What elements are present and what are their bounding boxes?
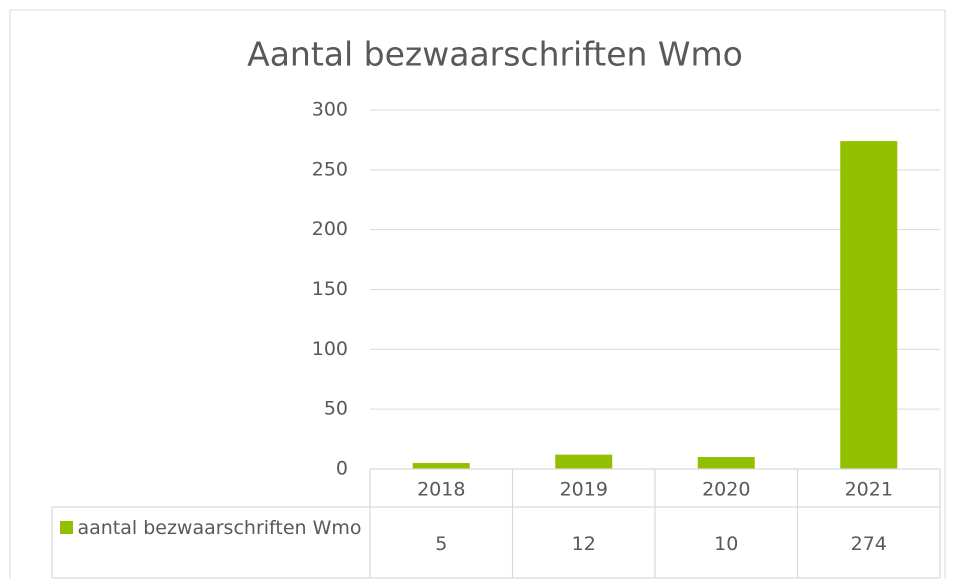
chart-title: Aantal bezwaarschriften Wmo	[247, 35, 743, 74]
y-tick-label: 250	[312, 158, 348, 180]
bar	[412, 463, 470, 469]
x-tick-label: 2019	[560, 479, 608, 501]
table-value: 12	[572, 533, 596, 555]
y-tick-label: 200	[312, 218, 348, 240]
table-value: 10	[714, 533, 738, 555]
bar	[697, 457, 755, 469]
legend-entry: aantal bezwaarschriften Wmo	[56, 515, 366, 541]
y-tick-label: 150	[312, 278, 348, 300]
y-tick-label: 0	[336, 458, 348, 480]
y-tick-label: 50	[324, 398, 348, 420]
x-tick-label: 2020	[702, 479, 750, 501]
bar	[555, 454, 613, 469]
table-value: 5	[435, 533, 447, 555]
legend-label: aantal bezwaarschriften Wmo	[77, 517, 362, 539]
y-tick-label: 100	[312, 338, 348, 360]
legend-cell: aantal bezwaarschriften Wmo	[56, 515, 366, 541]
table-value: 274	[851, 533, 887, 555]
y-tick-label: 300	[312, 99, 348, 121]
x-tick-label: 2021	[845, 479, 893, 501]
bar	[840, 141, 898, 469]
legend-swatch	[60, 521, 74, 534]
x-tick-label: 2018	[417, 479, 465, 501]
chart-border	[9, 9, 946, 579]
